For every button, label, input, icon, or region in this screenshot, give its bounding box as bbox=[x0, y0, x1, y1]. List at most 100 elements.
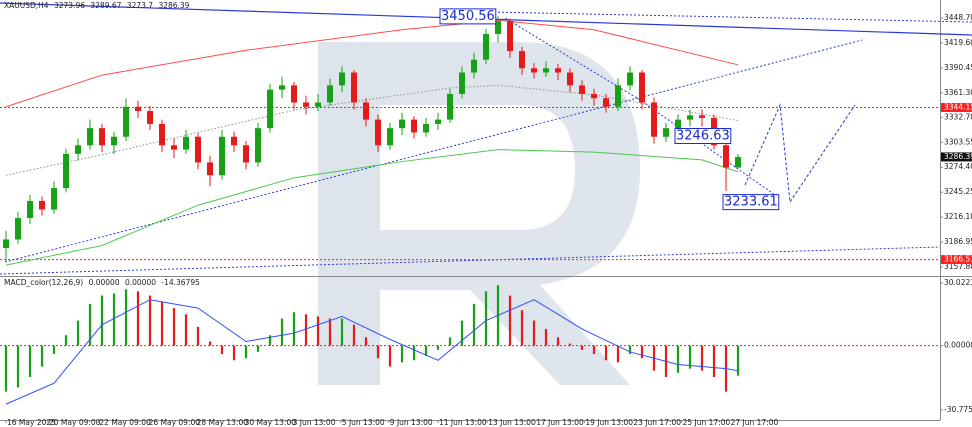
candle-body bbox=[363, 102, 369, 120]
candle-body bbox=[567, 72, 573, 86]
y-tick-label: 3390.45 bbox=[944, 63, 972, 72]
candle-body bbox=[147, 111, 153, 124]
y-tick-label: 3361.30 bbox=[944, 88, 972, 97]
x-tick-label: 26 May 09:00 bbox=[149, 418, 201, 427]
x-tick-label: 27 Jun 17:00 bbox=[731, 418, 779, 427]
level-label: 3344.15 bbox=[944, 102, 972, 111]
level-label-box bbox=[941, 255, 972, 265]
y-tick-label: 3332.70 bbox=[944, 112, 972, 121]
high-annotation: 3450.56 bbox=[441, 9, 495, 24]
candle-body bbox=[183, 136, 189, 150]
candle-body bbox=[63, 153, 69, 189]
candle-body bbox=[75, 145, 81, 154]
candle-body bbox=[207, 162, 213, 176]
target-annotation-box bbox=[722, 194, 780, 211]
candle-body bbox=[627, 72, 633, 86]
candle-body bbox=[339, 72, 345, 86]
candle-body bbox=[675, 119, 681, 129]
close-value: 3286.39 bbox=[158, 1, 189, 10]
trend-line bbox=[4, 39, 863, 263]
candle-body bbox=[15, 218, 21, 240]
moving-average bbox=[5, 149, 739, 266]
indicator-param: 0.00000 bbox=[89, 278, 120, 287]
high-annotation-box bbox=[439, 8, 497, 25]
low-annotation-box bbox=[674, 127, 732, 144]
y-tick-label: -30.77562 bbox=[944, 405, 972, 414]
candle-body bbox=[219, 136, 225, 176]
candle-body bbox=[387, 128, 393, 146]
candle-body bbox=[687, 115, 693, 120]
x-tick-label: 20 May 09:00 bbox=[49, 418, 101, 427]
candle-body bbox=[231, 136, 237, 146]
y-tick-label: 3303.55 bbox=[944, 137, 972, 146]
candle-body bbox=[495, 21, 501, 34]
candle-body bbox=[483, 33, 489, 60]
trend-line bbox=[489, 11, 972, 23]
x-tick-label: 5 Jun 13:00 bbox=[342, 418, 385, 427]
chart-header: XAUUSD,H4 3273.96 3289.67 3273.7 3286.39 bbox=[4, 1, 190, 10]
candle-body bbox=[279, 85, 285, 90]
candle-body bbox=[39, 200, 45, 210]
y-tick-label: 3419.60 bbox=[944, 38, 972, 47]
y-tick-label: 0.00000 bbox=[944, 341, 972, 350]
candle-body bbox=[135, 106, 141, 112]
symbol: XAUUSD,H4 bbox=[4, 1, 49, 10]
indicator-value: -14.36795 bbox=[161, 278, 200, 287]
candle-body bbox=[519, 51, 525, 69]
moving-average bbox=[5, 84, 739, 176]
x-tick-label: 17 Jun 13:00 bbox=[536, 418, 584, 427]
level-label-box bbox=[941, 102, 972, 112]
candle-body bbox=[555, 68, 561, 73]
y-tick-label: 3448.70 bbox=[944, 13, 972, 22]
x-tick-label: 23 Jun 17:00 bbox=[633, 418, 681, 427]
y-tick-label: 3274.40 bbox=[944, 162, 972, 171]
candle-body bbox=[591, 93, 597, 99]
open-value: 3273.96 bbox=[54, 1, 85, 10]
candle-body bbox=[603, 98, 609, 107]
low-value: 3273.7 bbox=[127, 1, 153, 10]
indicator-header: MACD_color(12,26,9) 0.00000 0.00000 -14.… bbox=[4, 278, 200, 287]
candle-body bbox=[267, 89, 273, 129]
price-label-box bbox=[941, 152, 972, 162]
x-tick-label: 3 Jun 13:00 bbox=[293, 418, 336, 427]
y-tick-label: 3157.80 bbox=[944, 262, 972, 271]
candle-body bbox=[435, 119, 441, 124]
y-tick-label: 3245.25 bbox=[944, 187, 972, 196]
x-tick-label: 28 May 13:00 bbox=[197, 418, 249, 427]
x-tick-label: 13 Jun 13:00 bbox=[488, 418, 536, 427]
candle-body bbox=[291, 85, 297, 103]
candle-body bbox=[3, 239, 9, 249]
candle-body bbox=[99, 128, 105, 146]
candle-body bbox=[87, 128, 93, 146]
indicator-name: MACD_color(12,26,9) bbox=[4, 278, 83, 287]
candle-body bbox=[459, 72, 465, 94]
trend-line bbox=[0, 246, 941, 275]
x-tick-label: 22 May 09:00 bbox=[99, 418, 151, 427]
candle-body bbox=[447, 93, 453, 120]
candle-body bbox=[375, 119, 381, 146]
candle-body bbox=[699, 115, 705, 118]
x-tick-label: 19 Jun 13:00 bbox=[585, 418, 633, 427]
candle-body bbox=[723, 145, 729, 168]
candle-body bbox=[399, 119, 405, 129]
low-annotation: 3246.63 bbox=[676, 128, 730, 143]
x-tick-label: 11 Jun 13:00 bbox=[439, 418, 487, 427]
indicator-param: 0.00000 bbox=[125, 278, 156, 287]
candle-body bbox=[159, 123, 165, 146]
candle-body bbox=[735, 156, 741, 168]
signal-line bbox=[5, 299, 739, 405]
candle-body bbox=[639, 72, 645, 103]
candle-body bbox=[255, 128, 261, 163]
x-tick-label: 30 May 13:00 bbox=[245, 418, 297, 427]
candle-body bbox=[243, 145, 249, 163]
level-label: 3166.53 bbox=[944, 255, 972, 264]
y-tick-label: 3216.10 bbox=[944, 212, 972, 221]
y-tick-label: 30.02237 bbox=[944, 278, 972, 287]
x-tick-label: 25 Jun 17:00 bbox=[683, 418, 731, 427]
candle-body bbox=[327, 85, 333, 103]
candle-body bbox=[471, 59, 477, 73]
moving-average bbox=[5, 19, 739, 108]
forecast bbox=[744, 103, 856, 204]
candle-body bbox=[111, 136, 117, 146]
